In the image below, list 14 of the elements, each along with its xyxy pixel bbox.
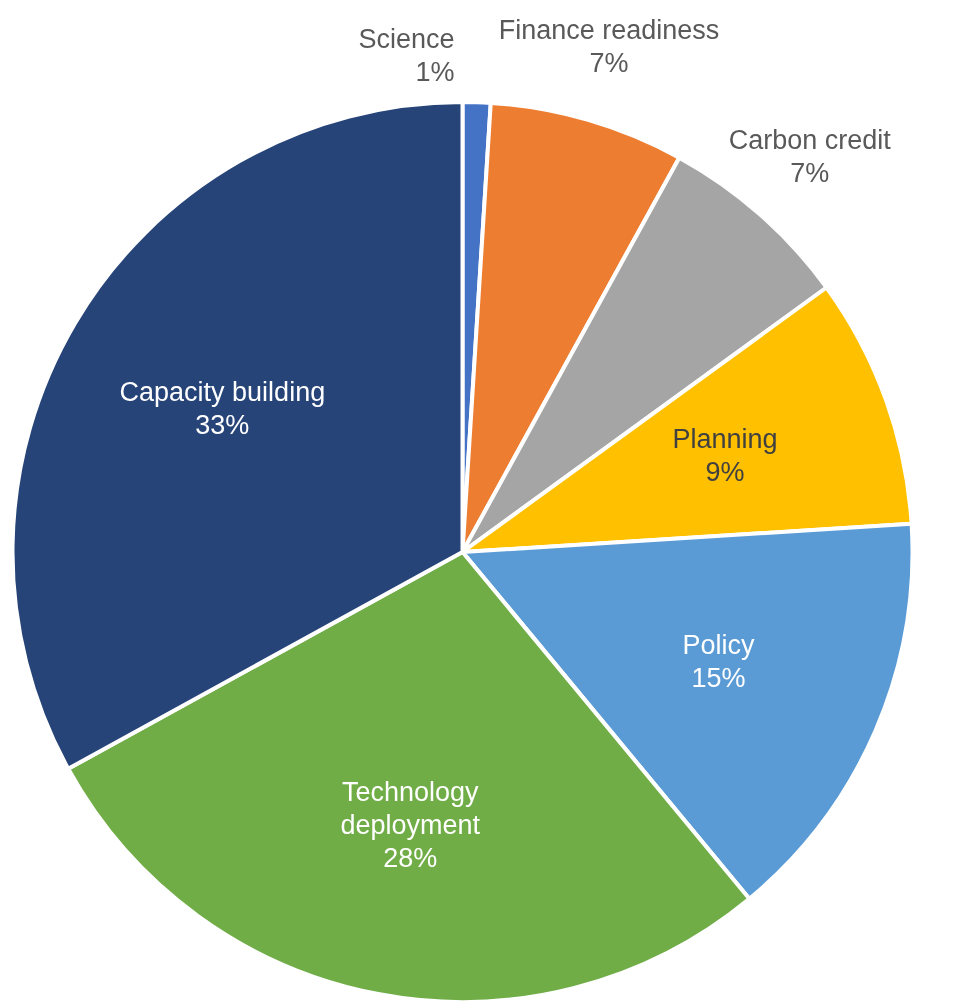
slice-label: Technology deployment — [340, 776, 481, 840]
slice-label: Carbon credit — [728, 125, 892, 156]
slice-label: Policy — [682, 629, 756, 660]
data-label: 1% — [415, 56, 455, 87]
slice-label: Planning — [672, 424, 778, 455]
slice-label: Finance readiness — [498, 14, 720, 45]
data-label: 7% — [589, 47, 629, 78]
data-label: 9% — [705, 457, 745, 488]
data-label: 33% — [195, 409, 250, 440]
data-label: 28% — [383, 842, 438, 873]
slice-label: Capacity building — [119, 376, 326, 407]
data-label: 15% — [691, 662, 746, 693]
data-label: 7% — [790, 158, 830, 189]
slice-label: Science — [358, 23, 455, 54]
